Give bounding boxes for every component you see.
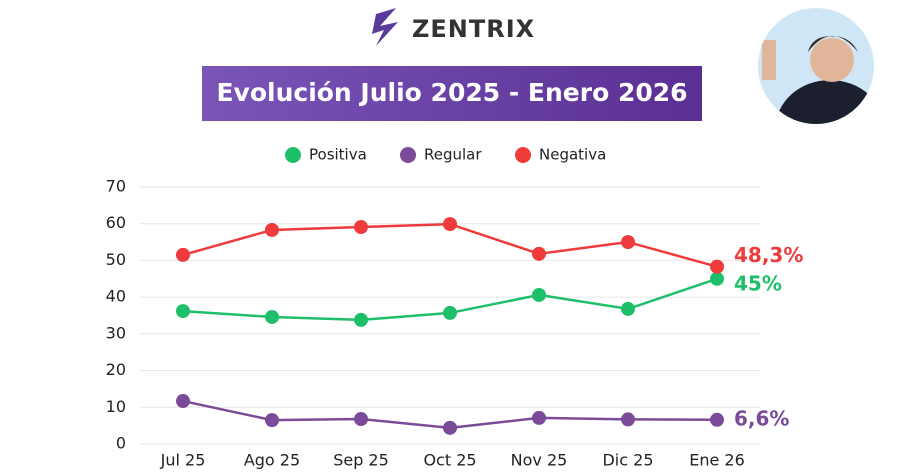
value-label: 48,3% (734, 243, 803, 267)
data-point (621, 235, 635, 250)
data-point (532, 287, 546, 302)
legend-label: Positiva (309, 146, 367, 164)
x-tick-label: Oct 25 (423, 451, 476, 470)
y-tick-label: 0 (116, 434, 126, 453)
data-point (176, 247, 190, 262)
data-point (710, 271, 724, 286)
data-point (265, 413, 279, 428)
photo (758, 8, 874, 124)
data-point (176, 304, 190, 319)
y-tick-label: 60 (106, 213, 126, 232)
data-point (354, 220, 368, 235)
data-point (532, 410, 546, 425)
data-point (265, 309, 279, 324)
value-label: 6,6% (734, 406, 789, 430)
y-tick-label: 50 (106, 250, 126, 269)
x-tick-label: Ago 25 (244, 451, 300, 470)
y-tick-label: 70 (106, 177, 126, 196)
data-point (443, 217, 457, 232)
x-tick-label: Jul 25 (160, 451, 206, 470)
data-point (443, 420, 457, 435)
x-tick-label: Nov 25 (511, 451, 568, 470)
data-point (710, 412, 724, 427)
data-point (532, 246, 546, 261)
data-point (176, 394, 190, 409)
chart-title: Evolución Julio 2025 - Enero 2026 (216, 78, 687, 107)
logo-icon (372, 8, 398, 46)
y-tick-label: 30 (106, 323, 126, 342)
data-point (621, 301, 635, 316)
legend-marker (515, 147, 531, 163)
legend-marker (285, 147, 301, 163)
data-point (710, 259, 724, 274)
data-point (265, 222, 279, 237)
data-point (621, 412, 635, 427)
legend-marker (400, 147, 416, 163)
value-label: 45% (734, 271, 782, 295)
data-point (354, 412, 368, 427)
x-tick-label: Ene 26 (689, 451, 745, 470)
y-tick-label: 20 (106, 360, 126, 379)
x-tick-label: Sep 25 (333, 451, 389, 470)
legend-label: Negativa (539, 146, 606, 164)
data-point (443, 305, 457, 320)
brand: ZENTRIX (412, 15, 535, 43)
data-point (354, 312, 368, 327)
y-tick-label: 10 (106, 397, 126, 416)
title-banner (202, 66, 702, 121)
x-tick-label: Dic 25 (602, 451, 653, 470)
y-tick-label: 40 (106, 287, 126, 306)
legend-label: Regular (424, 146, 482, 164)
